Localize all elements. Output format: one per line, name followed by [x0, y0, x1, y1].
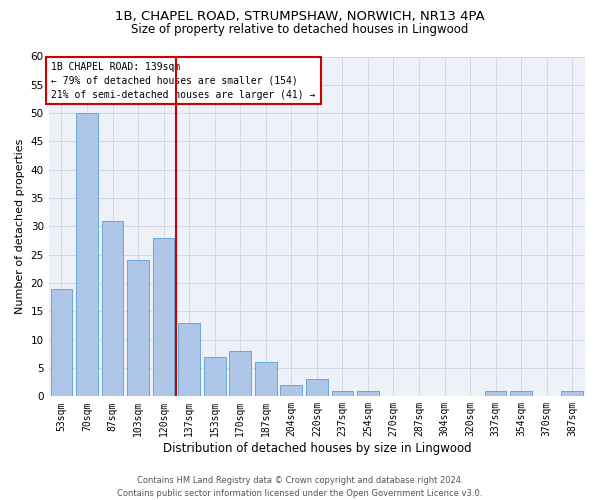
- Bar: [127, 260, 149, 396]
- Bar: [178, 322, 200, 396]
- Bar: [357, 390, 379, 396]
- Bar: [255, 362, 277, 396]
- Y-axis label: Number of detached properties: Number of detached properties: [15, 138, 25, 314]
- Bar: [204, 356, 226, 397]
- Text: 1B CHAPEL ROAD: 139sqm
← 79% of detached houses are smaller (154)
21% of semi-de: 1B CHAPEL ROAD: 139sqm ← 79% of detached…: [52, 62, 316, 100]
- X-axis label: Distribution of detached houses by size in Lingwood: Distribution of detached houses by size …: [163, 442, 471, 455]
- Bar: [485, 390, 506, 396]
- Bar: [229, 351, 251, 397]
- Bar: [280, 385, 302, 396]
- Text: Size of property relative to detached houses in Lingwood: Size of property relative to detached ho…: [131, 22, 469, 36]
- Text: 1B, CHAPEL ROAD, STRUMPSHAW, NORWICH, NR13 4PA: 1B, CHAPEL ROAD, STRUMPSHAW, NORWICH, NR…: [115, 10, 485, 23]
- Text: Contains HM Land Registry data © Crown copyright and database right 2024.
Contai: Contains HM Land Registry data © Crown c…: [118, 476, 482, 498]
- Bar: [332, 390, 353, 396]
- Bar: [101, 221, 124, 396]
- Bar: [510, 390, 532, 396]
- Bar: [306, 380, 328, 396]
- Bar: [50, 288, 72, 397]
- Bar: [153, 238, 175, 396]
- Bar: [562, 390, 583, 396]
- Bar: [76, 113, 98, 397]
